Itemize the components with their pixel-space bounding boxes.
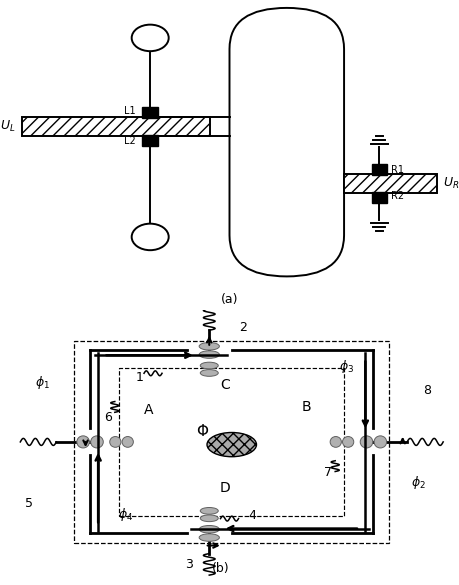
Ellipse shape <box>200 370 218 376</box>
Text: $\phi_3$: $\phi_3$ <box>339 358 354 375</box>
Text: V: V <box>146 33 154 43</box>
Ellipse shape <box>91 436 103 448</box>
Text: L2: L2 <box>124 136 136 146</box>
Text: $\phi_1$: $\phi_1$ <box>35 374 50 391</box>
Text: A: A <box>144 402 153 417</box>
Ellipse shape <box>200 515 218 522</box>
Text: (a): (a) <box>221 294 238 307</box>
Ellipse shape <box>199 525 219 533</box>
Text: 8: 8 <box>423 384 431 397</box>
Ellipse shape <box>122 436 134 448</box>
Text: R2: R2 <box>392 191 404 201</box>
Text: 3: 3 <box>185 558 193 571</box>
Text: D: D <box>219 481 230 495</box>
Ellipse shape <box>77 436 90 448</box>
Bar <box>74 341 389 543</box>
Text: 5: 5 <box>25 497 34 510</box>
Ellipse shape <box>110 436 121 448</box>
Bar <box>22 117 210 136</box>
Ellipse shape <box>200 508 218 514</box>
Ellipse shape <box>199 342 219 350</box>
Text: 2: 2 <box>239 321 247 334</box>
Bar <box>372 192 387 202</box>
Bar <box>142 135 158 146</box>
Bar <box>119 368 344 516</box>
Text: 7: 7 <box>325 466 332 479</box>
Ellipse shape <box>360 436 373 448</box>
Ellipse shape <box>199 534 219 541</box>
Ellipse shape <box>374 436 386 448</box>
Text: L1: L1 <box>124 106 136 116</box>
Text: 4: 4 <box>248 510 256 522</box>
Ellipse shape <box>207 432 257 457</box>
Bar <box>344 174 437 192</box>
Text: B: B <box>301 400 311 414</box>
Text: $\phi_4$: $\phi_4$ <box>118 506 134 523</box>
Text: V: V <box>146 232 154 242</box>
Circle shape <box>132 25 169 51</box>
Text: (b): (b) <box>212 562 230 575</box>
Text: $\phi_2$: $\phi_2$ <box>411 474 426 491</box>
Text: $U_R$: $U_R$ <box>443 176 459 191</box>
Text: 6: 6 <box>104 411 112 424</box>
Bar <box>142 107 158 118</box>
Text: $U_L$: $U_L$ <box>0 119 16 134</box>
Ellipse shape <box>200 362 218 369</box>
Ellipse shape <box>342 436 354 448</box>
Ellipse shape <box>330 436 341 448</box>
Text: 1: 1 <box>135 371 144 384</box>
Text: C: C <box>220 378 230 393</box>
Ellipse shape <box>199 351 219 359</box>
Text: R1: R1 <box>392 166 404 176</box>
Bar <box>372 164 387 175</box>
Circle shape <box>132 223 169 250</box>
Text: $\Phi$: $\Phi$ <box>196 423 209 439</box>
